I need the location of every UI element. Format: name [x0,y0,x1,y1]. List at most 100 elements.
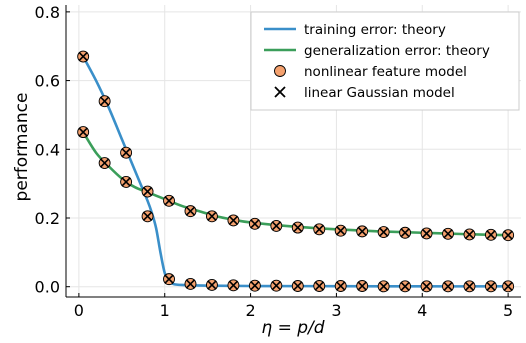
linear-gen-point-7-stroke-b [228,215,239,226]
linear-train-point-2 [121,147,131,158]
legend: training error: theory generalization er… [250,11,520,111]
linear-gen-point-11 [314,224,325,235]
linear-train-point-18-stroke-b [464,281,475,292]
linear-gen-point-3 [142,186,153,197]
x-axis-label: η = p/d [261,318,324,338]
linear-gen-point-9 [271,221,282,231]
linear-train-point-9-stroke-b [271,280,282,291]
y-tick-label-1: 0.2 [35,209,60,228]
linear-gen-point-3-stroke-b [142,186,153,197]
linear-gen-point-8-stroke-b [250,219,260,229]
x-tick-label-0: 0 [74,301,84,320]
y-tick-label-0: 0.0 [35,278,60,297]
linear-gen-point-15 [400,227,410,238]
linear-gen-point-14-stroke-b [378,227,389,237]
linear-train-point-14 [378,281,389,292]
legend-nonlinear-marker [274,65,286,77]
legend-box [250,11,520,111]
linear-gen-point-20-stroke-b [503,230,513,240]
linear-gen-point-4-stroke-b [164,196,174,206]
linear-gen-point-20 [503,230,513,240]
linear-train-point-20 [503,281,513,292]
linear-train-point-19 [486,281,496,292]
linear-train-point-18 [464,281,475,292]
linear-train-point-10-stroke-b [293,281,303,291]
linear-train-point-0 [78,51,88,62]
linear-gen-point-4 [164,196,174,206]
linear-train-point-7 [228,280,239,291]
linear-train-point-7-stroke-b [228,280,239,291]
linear-gen-point-12 [335,225,346,236]
linear-train-point-1 [99,96,110,106]
linear-gen-point-13 [357,226,367,237]
linear-train-point-17 [443,281,453,292]
linear-gen-point-19 [486,230,496,240]
linear-train-point-5-stroke-b [185,279,196,289]
linear-train-point-11 [314,281,325,291]
legend-label-generalization: generalization error: theory [304,43,490,59]
linear-gen-point-18-stroke-b [464,229,475,240]
linear-train-point-11-stroke-b [314,281,325,291]
linear-gen-point-10-stroke-b [293,222,303,233]
linear-train-point-16 [421,281,432,292]
x-tick-label-5: 5 [503,301,513,320]
linear-train-point-3 [142,211,153,222]
linear-gen-point-13-stroke-b [357,226,367,237]
linear-gen-point-0 [78,127,88,137]
linear-gen-point-6 [207,211,217,222]
linear-train-point-12 [335,281,346,291]
linear-gen-point-1-stroke-b [99,158,110,168]
linear-train-point-17-stroke-b [443,281,453,292]
series-markers [77,50,515,293]
linear-train-point-3-stroke-b [142,211,153,222]
linear-train-point-8 [250,280,260,291]
linear-gen-point-2 [121,177,131,187]
linear-train-point-13 [357,281,367,291]
legend-label-linear: linear Gaussian model [304,85,455,101]
linear-train-point-2-stroke-b [121,147,131,158]
linear-train-point-15 [400,281,410,292]
linear-train-point-6-stroke-b [207,280,217,290]
linear-gen-point-8 [250,219,260,229]
linear-train-point-10 [293,281,303,291]
linear-gen-point-10 [293,222,303,233]
linear-gen-point-17-stroke-b [443,229,453,239]
linear-train-point-14-stroke-b [378,281,389,292]
y-tick-label-4: 0.8 [35,3,60,22]
linear-gen-point-1 [99,158,110,168]
linear-gen-point-11-stroke-b [314,224,325,235]
linear-gen-point-18 [464,229,475,240]
linear-gen-point-16 [421,228,432,239]
linear-train-point-16-stroke-b [421,281,432,292]
y-tick-label-2: 0.4 [35,140,60,159]
linear-train-point-19-stroke-b [486,281,496,292]
linear-train-point-20-stroke-b [503,281,513,292]
linear-train-point-8-stroke-b [250,280,260,291]
legend-label-training: training error: theory [304,22,446,38]
axes [65,5,521,298]
linear-train-point-15-stroke-b [400,281,410,292]
linear-gen-point-15-stroke-b [400,227,410,238]
linear-gen-point-12-stroke-b [335,225,346,236]
linear-gen-point-16-stroke-b [421,228,432,239]
x-tick-label-3: 3 [331,301,341,320]
linear-train-point-4 [164,274,174,284]
y-axis-label: performance [12,93,32,202]
linear-gen-point-5-stroke-b [185,206,196,216]
linear-gen-point-0-stroke-b [78,127,88,137]
x-tick-label-2: 2 [245,301,255,320]
x-tick-label-4: 4 [417,301,427,320]
linear-train-point-4-stroke-b [164,274,174,284]
linear-gen-point-7 [228,215,239,226]
linear-train-point-0-stroke-b [78,51,88,62]
linear-gen-point-9-stroke-b [271,221,282,231]
y-tick-label-3: 0.6 [35,72,60,91]
linear-gen-point-6-stroke-b [207,211,217,222]
linear-train-point-13-stroke-b [357,281,367,291]
legend-linear-marker [274,86,286,98]
legend-label-nonlinear: nonlinear feature model [304,64,467,80]
linear-gen-point-17 [443,229,453,239]
linear-train-point-1-stroke-b [99,96,110,106]
linear-train-point-9 [271,280,282,291]
linear-train-point-12-stroke-b [335,281,346,291]
